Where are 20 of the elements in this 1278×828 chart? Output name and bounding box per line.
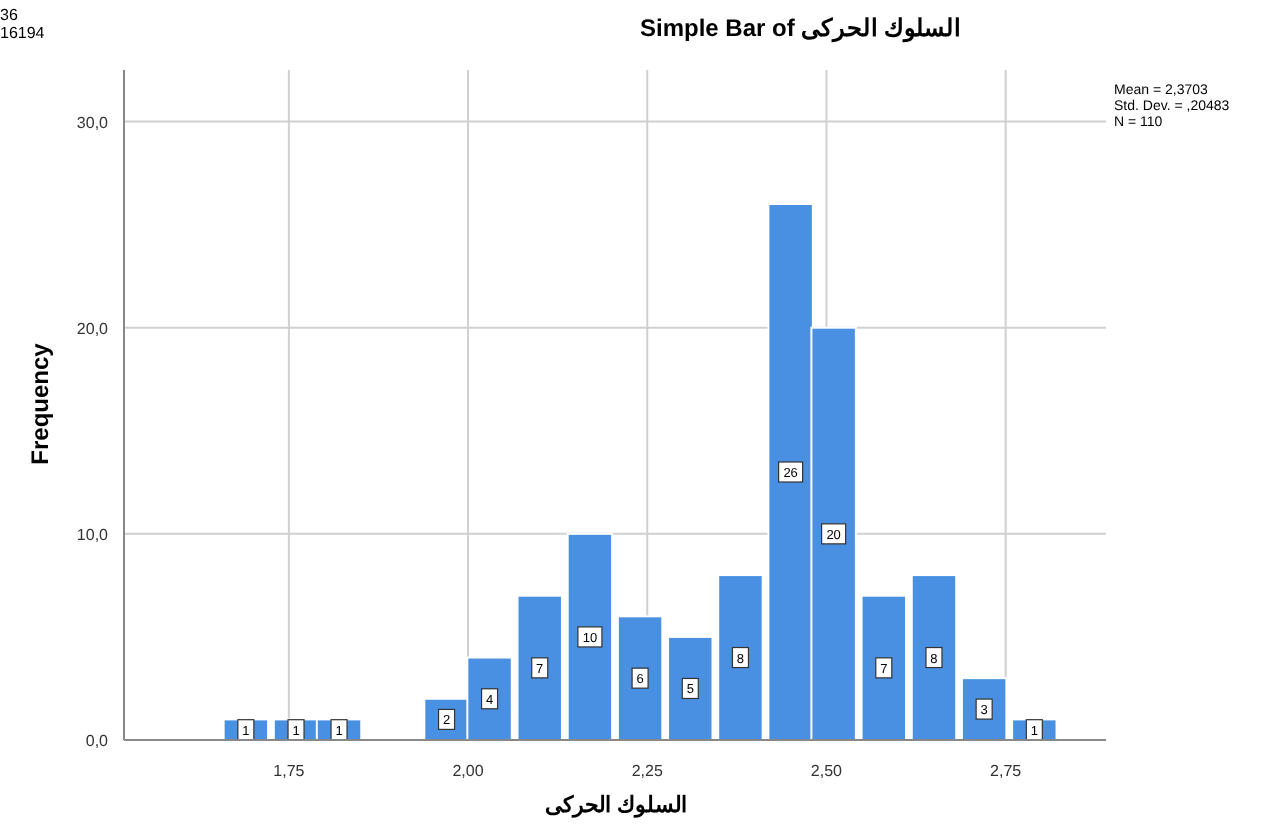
y-tick-label: 0,0 <box>85 732 110 750</box>
text: 36 <box>0 6 19 24</box>
bar <box>860 594 908 741</box>
y-axis-title: Frequency <box>26 342 54 465</box>
bar <box>667 635 714 741</box>
x-tick-label: 2,00 <box>452 762 485 780</box>
bar <box>516 594 563 741</box>
x-tick-label: 2,25 <box>631 762 664 780</box>
bar <box>566 532 614 741</box>
chart-title: Simple Bar of السلوك الحركى <box>639 14 961 44</box>
x-tick-label: 2,75 <box>990 762 1023 780</box>
y-tick-label: 30,0 <box>76 113 110 132</box>
bar <box>616 615 664 741</box>
bar <box>910 574 958 741</box>
text: 16194 <box>0 24 46 42</box>
y-tick-label: 10,0 <box>76 525 110 544</box>
x-axis-title: السلوك الحركى <box>544 794 688 818</box>
x-tick-label: 2,50 <box>810 762 844 780</box>
x-tick-label: 1,75 <box>273 762 306 780</box>
y-tick-label: 20,0 <box>76 319 110 338</box>
